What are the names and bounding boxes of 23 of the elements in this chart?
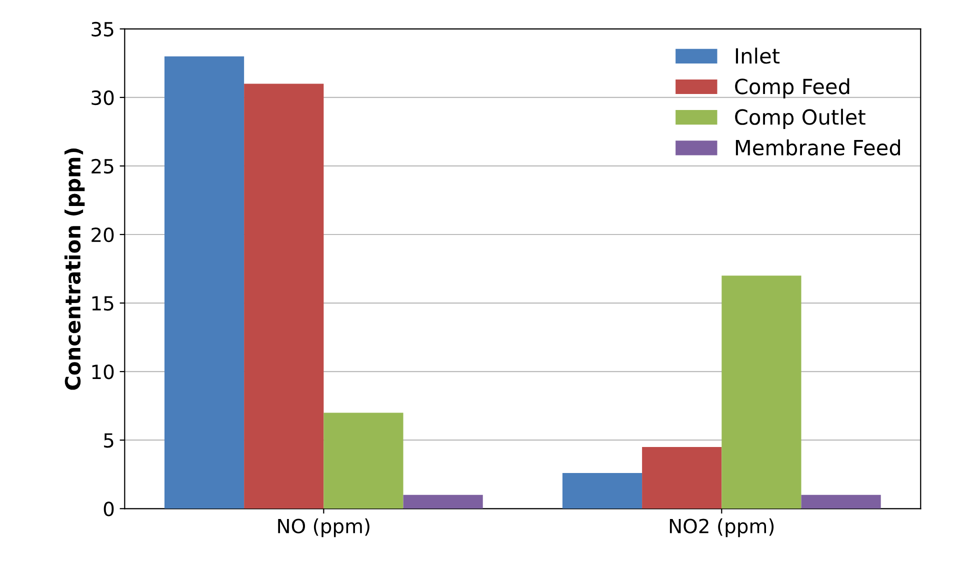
y-axis-title: Concentration (ppm) [64, 148, 85, 390]
y-tick-label: 10 [92, 364, 114, 380]
bar [722, 276, 802, 509]
y-tick-label: 0 [104, 502, 114, 516]
bar [642, 446, 722, 509]
legend-label: Comp Outlet [735, 108, 866, 129]
y-tick-label: 35 [92, 22, 114, 37]
y-tick-label: 25 [92, 158, 114, 174]
bar [164, 56, 244, 509]
legend-label: Comp Feed [735, 78, 850, 98]
y-tick-label: 20 [92, 227, 114, 242]
y-tick-label: 15 [92, 296, 114, 311]
bar [244, 84, 324, 509]
bar [324, 412, 404, 509]
y-tick-label: 5 [104, 433, 114, 448]
legend-label: Membrane Feed [736, 139, 900, 156]
bar [801, 494, 881, 509]
legend-label: Inlet [736, 48, 780, 64]
y-tick-label: 30 [92, 90, 114, 106]
bar [403, 494, 483, 509]
x-tick-label: NO (ppm) [278, 518, 370, 538]
bar [562, 473, 642, 509]
x-tick-label: NO2 (ppm) [670, 518, 774, 538]
